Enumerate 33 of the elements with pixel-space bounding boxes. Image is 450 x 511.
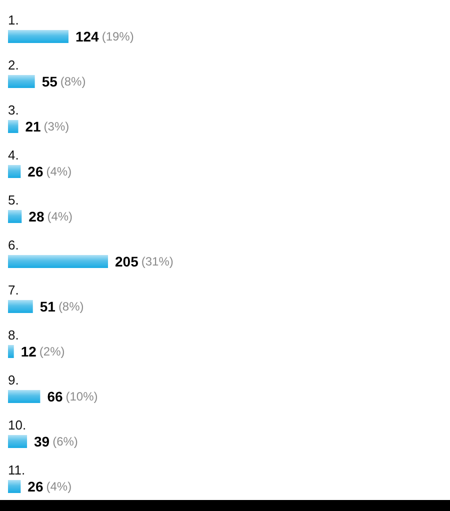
bar bbox=[8, 120, 18, 133]
y-tick-label: 2. bbox=[8, 58, 19, 72]
y-tick-label: 4. bbox=[8, 148, 19, 162]
data-label: 205 (31%) bbox=[115, 254, 174, 270]
y-tick-label: 5. bbox=[8, 192, 19, 208]
y-tick-label: 11. bbox=[8, 462, 26, 478]
y-tick-label: 1. bbox=[8, 12, 19, 28]
data-label: 26 (4%) bbox=[28, 478, 72, 494]
data-label: 51 (8%) bbox=[40, 298, 84, 314]
data-label: 55 (8%) bbox=[42, 74, 86, 90]
bar bbox=[8, 165, 21, 178]
y-tick-label: 8. bbox=[8, 328, 19, 342]
y-tick-label: 7. bbox=[8, 282, 19, 298]
bar bbox=[8, 30, 68, 43]
data-label: 66 (10%) bbox=[47, 388, 98, 404]
y-tick-label: 3. bbox=[8, 102, 19, 118]
data-label: 39 (6%) bbox=[34, 434, 78, 450]
y-tick-label: 10. bbox=[8, 418, 26, 432]
bar bbox=[8, 255, 108, 268]
data-label: 26 (4%) bbox=[28, 164, 72, 180]
bar bbox=[8, 300, 33, 313]
y-tick-label: 9. bbox=[8, 372, 19, 388]
y-tick-label: 6. bbox=[8, 238, 19, 252]
data-label: 28 (4%) bbox=[28, 208, 73, 224]
data-label: 124 (19%) bbox=[75, 28, 134, 44]
bar bbox=[8, 390, 40, 403]
data-label: 12 (2%) bbox=[20, 344, 65, 360]
bar bbox=[8, 435, 28, 448]
bar bbox=[8, 75, 35, 88]
bar bbox=[8, 480, 21, 493]
bar bbox=[8, 210, 22, 223]
bar bbox=[8, 345, 14, 358]
data-label: 21 (3%) bbox=[25, 118, 70, 134]
